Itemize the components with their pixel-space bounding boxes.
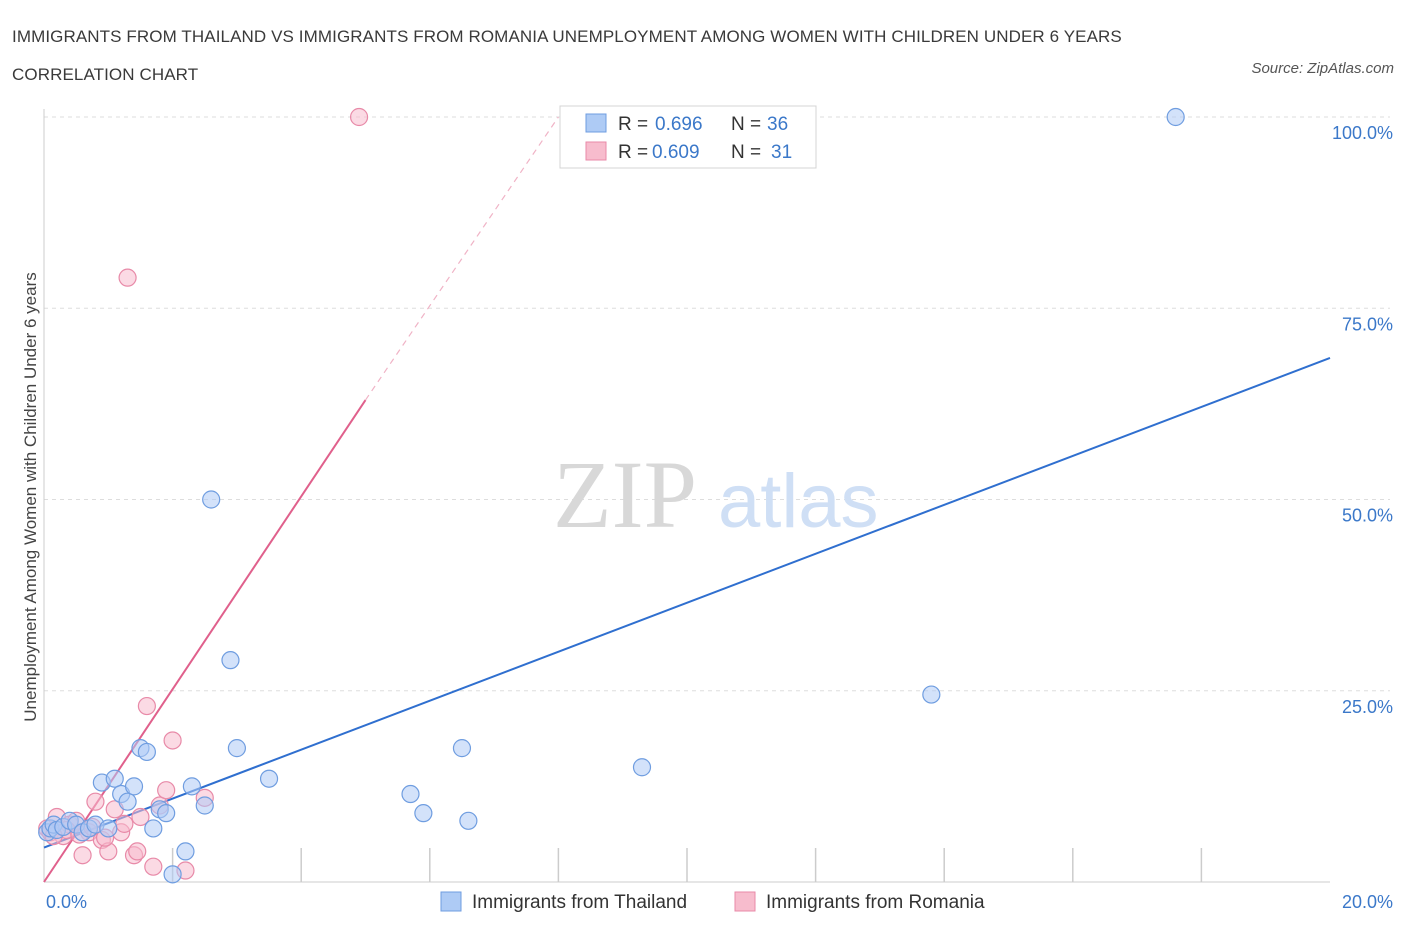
thailand-point	[414, 804, 433, 823]
thailand-point	[459, 811, 478, 830]
thailand-point	[124, 777, 144, 796]
thailand-point	[1166, 107, 1185, 127]
romania-point	[73, 846, 92, 865]
y-tick-label: 50.0%	[1342, 506, 1393, 526]
romania-n-value: 31	[771, 142, 792, 163]
thailand-point	[401, 784, 420, 804]
tick-labels: 25.0% 50.0% 75.0% 100.0% 0.0% 20.0%	[46, 123, 1393, 912]
watermark-zip: ZIP	[553, 441, 697, 548]
thailand-point	[452, 739, 472, 758]
watermark-atlas: atlas	[718, 459, 879, 544]
thailand-point	[227, 739, 246, 758]
thailand-point	[137, 742, 156, 762]
thailand-n-label: N =	[731, 114, 761, 135]
thailand-point	[259, 769, 279, 788]
data-points	[38, 107, 1185, 884]
romania-swatch-icon	[585, 141, 607, 161]
x-tick-label: 20.0%	[1342, 892, 1393, 912]
romania-trend-extension	[365, 116, 559, 401]
thailand-point	[144, 819, 163, 838]
thailand-point	[163, 865, 182, 884]
thailand-point	[195, 796, 214, 815]
thailand-point	[176, 842, 195, 861]
y-tick-label: 100.0%	[1332, 123, 1393, 143]
thailand-point	[202, 490, 221, 509]
thailand-trend-line	[43, 357, 1331, 849]
thailand-swatch-icon	[585, 113, 607, 133]
romania-point	[131, 807, 150, 827]
thailand-point	[221, 651, 240, 670]
grid-lines	[44, 116, 1390, 692]
chart-title: IMMIGRANTS FROM THAILAND VS IMMIGRANTS F…	[12, 27, 1122, 84]
thailand-point	[922, 685, 941, 704]
romania-point	[128, 842, 147, 861]
y-axis-label: Unemployment Among Women with Children U…	[21, 272, 40, 721]
romania-point	[157, 781, 176, 800]
watermark: ZIP atlas	[553, 441, 879, 548]
thailand-n-value: 36	[767, 114, 788, 135]
thailand-point	[99, 819, 118, 838]
thailand-point	[157, 804, 176, 823]
legend-romania-icon	[734, 891, 756, 912]
legend-romania-label: Immigrants from Romania	[766, 892, 985, 913]
y-tick-label: 25.0%	[1342, 697, 1393, 717]
romania-point	[349, 107, 369, 127]
romania-point	[137, 696, 156, 716]
legend-thailand-label: Immigrants from Thailand	[472, 892, 687, 913]
thailand-point	[118, 792, 137, 811]
romania-n-label: N =	[731, 142, 761, 163]
x-tick-label: 0.0%	[46, 892, 87, 912]
romania-point	[118, 268, 137, 287]
romania-r-label: R =	[618, 142, 648, 163]
romania-point	[86, 792, 105, 811]
thailand-point	[182, 777, 201, 796]
source-label: Source: ZipAtlas.com	[1251, 60, 1394, 77]
thailand-r-label: R =	[618, 114, 648, 135]
y-tick-label: 75.0%	[1342, 314, 1393, 334]
bottom-legend: Immigrants from Thailand Immigrants from…	[440, 891, 985, 913]
romania-point	[115, 814, 134, 833]
romania-point	[144, 857, 163, 876]
thailand-point	[105, 769, 124, 788]
romania-r-value: 0.609	[652, 142, 700, 163]
stats-legend: R = 0.696 N = 36 R = 0.609 N = 31	[559, 105, 817, 169]
thailand-point	[632, 758, 652, 777]
thailand-r-value: 0.696	[655, 114, 703, 135]
legend-thailand-icon	[440, 891, 462, 912]
romania-point	[163, 731, 182, 750]
